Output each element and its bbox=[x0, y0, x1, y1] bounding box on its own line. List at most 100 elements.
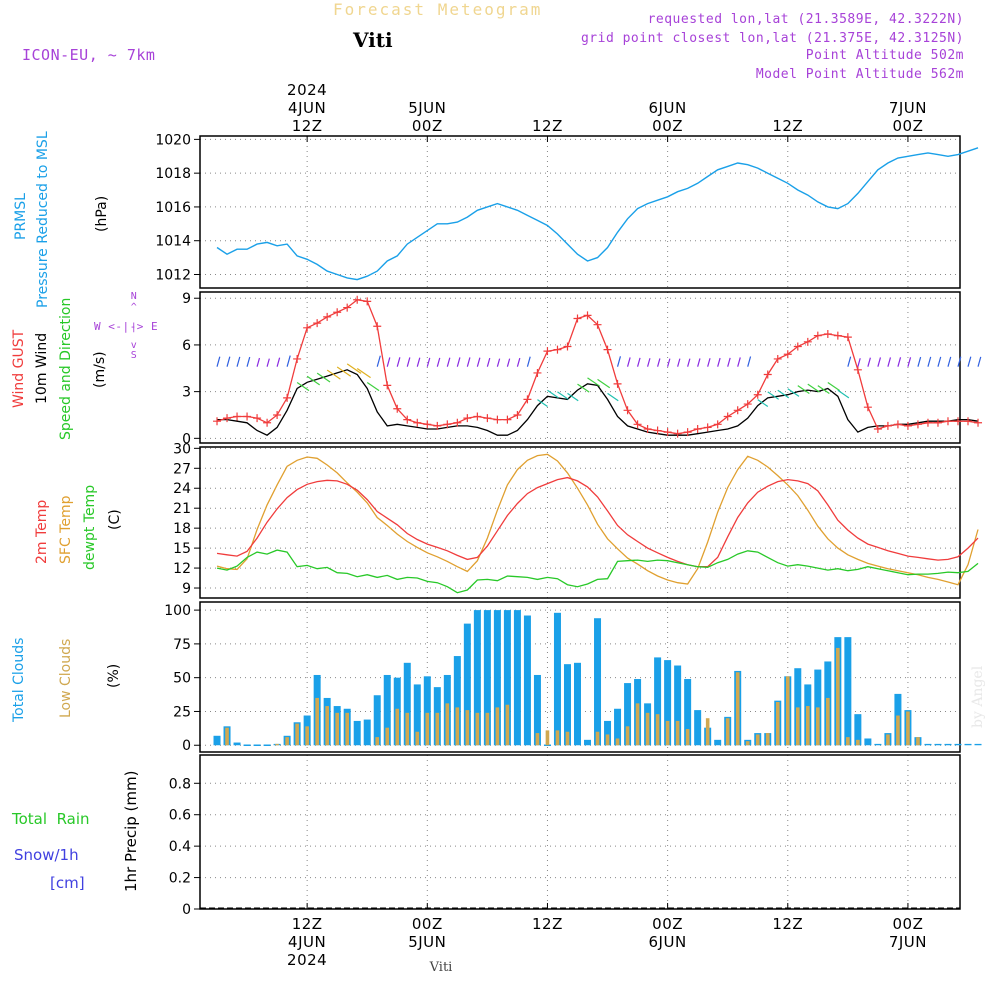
top-time-label: 12Z bbox=[772, 117, 803, 135]
total-cloud-bar bbox=[463, 623, 471, 746]
wind-direction-arrow bbox=[787, 388, 800, 397]
low-cloud-bar bbox=[305, 726, 309, 746]
temp-labels: 2m Temp SFC Temp dewpt Temp (C) bbox=[34, 485, 123, 570]
total-cloud-bar bbox=[213, 735, 221, 746]
wind-direction-arrow bbox=[957, 356, 962, 367]
wind-direction-arrow bbox=[266, 358, 270, 367]
gust-marker bbox=[933, 418, 942, 427]
low-cloud-bar bbox=[856, 739, 860, 746]
gust-marker bbox=[303, 323, 312, 332]
low-cloud-bar bbox=[665, 720, 670, 746]
total-cloud-bar bbox=[563, 664, 571, 746]
wind-direction-arrow bbox=[767, 391, 779, 400]
y-tick-label: 21 bbox=[173, 501, 191, 517]
model-altitude: Model Point Altitude 562m bbox=[756, 67, 964, 82]
total-cloud-bar bbox=[523, 615, 531, 746]
total-cloud-bar bbox=[353, 720, 361, 746]
wind-direction-arrow bbox=[466, 357, 471, 367]
y-tick-label: 6 bbox=[182, 338, 191, 354]
low-cloud-bar bbox=[565, 731, 570, 746]
gust-marker bbox=[693, 424, 702, 433]
wind-direction-arrow bbox=[616, 356, 622, 367]
total-cloud-bar bbox=[473, 610, 481, 746]
y-tick-label: 24 bbox=[173, 481, 191, 497]
low-cloud-bar bbox=[485, 712, 490, 746]
point-altitude: Point Altitude 502m bbox=[806, 48, 964, 63]
low-cloud-bar bbox=[805, 706, 810, 746]
low-cloud-bar bbox=[315, 697, 319, 746]
wind-direction-arrow bbox=[947, 356, 952, 367]
wind-direction-arrow bbox=[927, 356, 932, 367]
gust-marker bbox=[873, 424, 882, 433]
y-tick-label: 27 bbox=[173, 461, 191, 477]
wind-direction-arrow bbox=[557, 391, 569, 400]
wind-direction-arrow bbox=[446, 357, 451, 367]
y-tick-label: 1014 bbox=[155, 234, 191, 250]
total-cloud-bar bbox=[624, 683, 632, 746]
gust-marker bbox=[903, 421, 912, 430]
y-tick-label: 0.6 bbox=[169, 808, 191, 824]
wind-direction-arrow bbox=[236, 356, 241, 367]
wind-direction-arrow bbox=[286, 355, 291, 367]
gust-marker bbox=[423, 420, 432, 429]
gust-marker bbox=[253, 414, 262, 423]
gust-marker bbox=[853, 365, 862, 374]
wind-direction-arrow bbox=[707, 358, 711, 367]
low-cloud-bar bbox=[816, 707, 820, 746]
total-cloud-bar bbox=[513, 610, 521, 746]
gust-marker bbox=[633, 420, 642, 429]
panel-frame bbox=[199, 291, 961, 444]
gust-marker bbox=[493, 415, 502, 424]
bottom-time-label: 00Z bbox=[892, 915, 923, 933]
gust-marker bbox=[773, 354, 782, 363]
header-title: Forecast Meteogram bbox=[333, 0, 542, 19]
bottom-time-label: 12Z bbox=[532, 915, 563, 933]
total-cloud-bar bbox=[654, 657, 662, 746]
wind-direction-arrow bbox=[256, 357, 261, 367]
gust-marker bbox=[653, 426, 662, 435]
compass-ns: N ^ | v S bbox=[131, 291, 138, 361]
pressure-line bbox=[216, 147, 979, 281]
wind-direction-arrow bbox=[687, 358, 691, 367]
total-cloud-bar bbox=[533, 674, 541, 746]
total-cloud-bar bbox=[403, 662, 411, 746]
total-cloud-bar bbox=[553, 612, 561, 746]
sfc-temp-line bbox=[216, 453, 979, 586]
gust-marker bbox=[953, 417, 962, 426]
wind-direction-arrow bbox=[907, 357, 912, 367]
low-cloud-bar bbox=[495, 707, 500, 746]
gust-marker bbox=[393, 404, 402, 413]
low-cloud-bar bbox=[415, 731, 420, 746]
compass-bar: | bbox=[131, 322, 138, 333]
gust-marker bbox=[713, 420, 722, 429]
total-cloud-bar bbox=[373, 695, 381, 746]
model-label: ICON-EU, ~ 7km bbox=[22, 46, 155, 64]
temp-dew-label: dewpt Temp bbox=[82, 485, 98, 570]
total-cloud-bar bbox=[503, 610, 511, 746]
gust-marker bbox=[743, 400, 752, 409]
low-cloud-bar bbox=[826, 697, 830, 746]
low-cloud-bar bbox=[385, 727, 390, 746]
y-tick-label: 30 bbox=[173, 441, 191, 457]
total-cloud-bar bbox=[604, 720, 612, 746]
gust-marker bbox=[533, 368, 542, 377]
low-cloud-bar bbox=[745, 741, 750, 746]
gust-marker bbox=[893, 420, 902, 429]
gust-marker bbox=[964, 417, 973, 426]
precip-labels: Total Rain Snow/1h [cm] 1hr Precip (mm) bbox=[11, 771, 140, 892]
wind-direction-arrow bbox=[897, 357, 902, 367]
precip-unit: 1hr Precip (mm) bbox=[122, 771, 140, 892]
bottom-time-label: 00Z bbox=[412, 915, 443, 933]
requested-coords: requested lon,lat (21.3589E, 42.3222N) bbox=[648, 12, 964, 27]
total-clouds-label: Total Clouds bbox=[11, 638, 27, 723]
wind-direction-arrow bbox=[677, 358, 681, 367]
gust-marker bbox=[913, 420, 922, 429]
wind-direction-arrow bbox=[406, 357, 411, 367]
temp-unit: (C) bbox=[107, 509, 123, 530]
gust-marker bbox=[483, 414, 492, 423]
low-cloud-bar bbox=[465, 710, 470, 746]
compass-s: S bbox=[131, 350, 138, 361]
gust-marker bbox=[793, 342, 802, 351]
low-cloud-bar bbox=[645, 712, 650, 746]
dewpt-line bbox=[216, 549, 979, 594]
